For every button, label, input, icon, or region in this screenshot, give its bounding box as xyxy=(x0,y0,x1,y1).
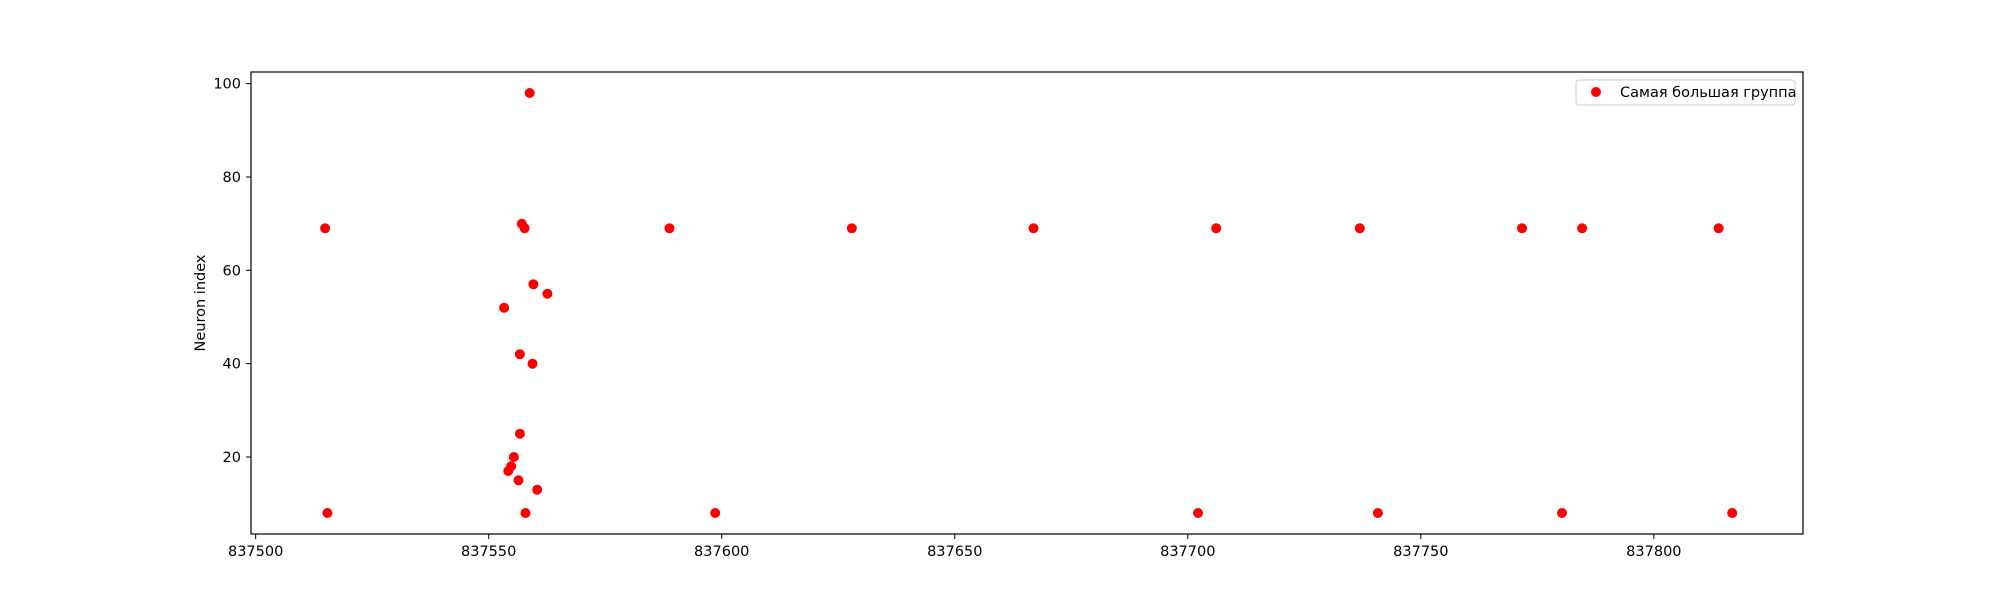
data-point xyxy=(513,475,524,486)
data-point xyxy=(710,508,721,518)
data-points xyxy=(320,88,1738,518)
data-point xyxy=(846,223,857,234)
data-point xyxy=(508,452,519,462)
data-point xyxy=(514,349,525,360)
y-axis-ticks: 20 40 60 80 100 xyxy=(213,77,251,466)
data-point xyxy=(1028,223,1039,234)
data-point xyxy=(1517,223,1527,234)
x-axis-ticks: 837500 837550 837600 837650 837700 837750 8378… xyxy=(228,534,1682,560)
data-point xyxy=(506,461,517,472)
legend: Самая большая группа xyxy=(1575,79,1797,106)
x-tick-label: 837650 xyxy=(927,544,982,560)
data-point xyxy=(528,279,539,290)
data-point xyxy=(1727,508,1738,518)
data-point xyxy=(1211,223,1222,234)
legend-box xyxy=(1575,79,1796,106)
data-point xyxy=(1372,508,1383,518)
y-tick-label: 100 xyxy=(213,77,241,93)
data-point xyxy=(514,428,525,439)
data-point xyxy=(519,223,530,234)
data-point xyxy=(1354,223,1365,234)
data-point xyxy=(320,223,331,234)
x-tick-label: 837750 xyxy=(1393,544,1448,560)
plot-area-frame xyxy=(250,71,1804,535)
x-tick-label: 837800 xyxy=(1626,544,1681,560)
legend-marker xyxy=(1591,87,1601,97)
data-point xyxy=(520,508,531,518)
data-point xyxy=(499,302,510,313)
y-tick-label: 20 xyxy=(223,450,241,466)
y-tick-label: 40 xyxy=(223,357,241,373)
data-point xyxy=(664,223,675,234)
data-point xyxy=(322,508,333,518)
y-tick-label: 80 xyxy=(223,170,241,186)
data-point xyxy=(532,484,543,495)
x-tick-label: 837500 xyxy=(228,544,283,560)
y-axis-label: Neuron index xyxy=(193,254,209,351)
data-point xyxy=(527,358,538,369)
data-point xyxy=(524,88,535,98)
data-point xyxy=(1577,223,1588,234)
x-tick-label: 837550 xyxy=(461,544,516,560)
x-tick-label: 837600 xyxy=(694,544,749,560)
data-point xyxy=(1557,508,1567,518)
y-tick-label: 60 xyxy=(223,263,241,279)
data-point xyxy=(542,288,553,299)
data-point xyxy=(1713,223,1724,234)
x-tick-label: 837700 xyxy=(1160,544,1215,560)
data-point xyxy=(1193,508,1203,518)
legend-label: Самая большая группа xyxy=(1620,85,1797,101)
